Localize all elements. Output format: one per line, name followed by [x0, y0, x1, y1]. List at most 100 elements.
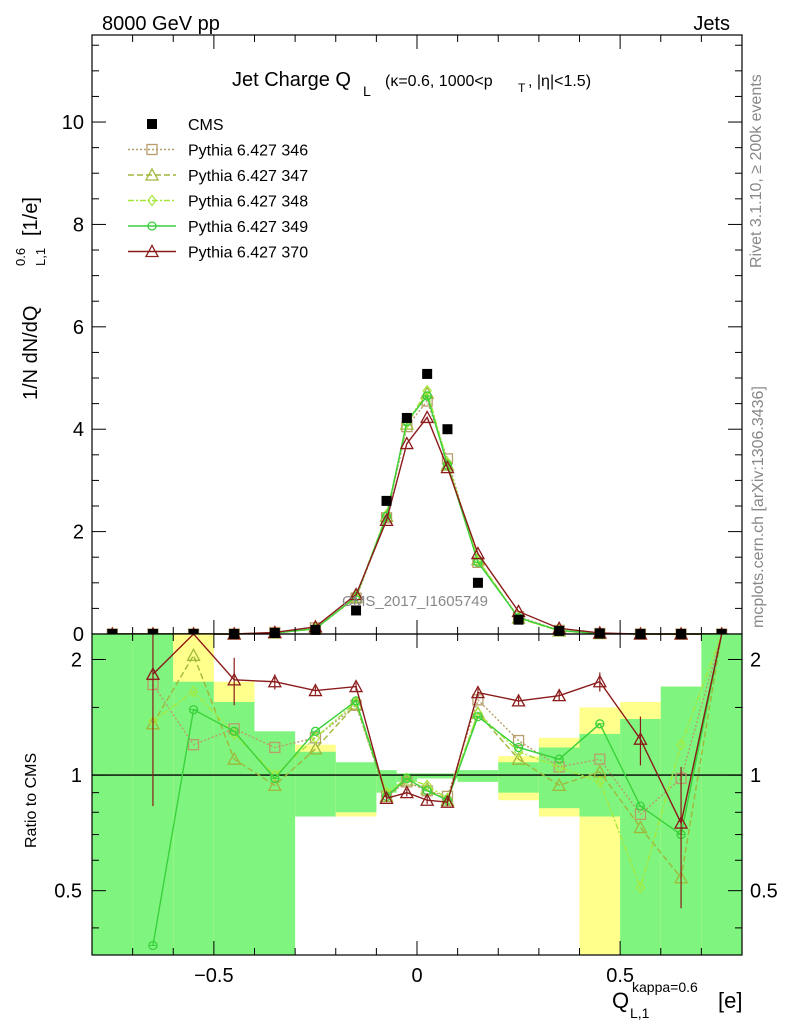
- legend-label-p370: Pythia 6.427 370: [188, 245, 308, 262]
- legend-label-p348: Pythia 6.427 348: [188, 194, 308, 211]
- ratio-y-axis: 0.5 0.5 1 1 2 2: [54, 649, 778, 929]
- series-point-p370: [348, 587, 364, 601]
- header-left: 8000 GeV pp: [102, 13, 220, 35]
- ratio-point-p347: [267, 778, 282, 792]
- main-y-tick-label: 10: [62, 112, 84, 134]
- main-y-tick-label: 8: [73, 214, 84, 236]
- chart-title-end: , |η|<1.5): [528, 73, 591, 90]
- x-axis-label: Q kappa=0.6 L,1 [e]: [612, 979, 742, 1021]
- ratio-point-p348: [635, 881, 646, 894]
- stat-band-segment: [335, 762, 377, 813]
- ratio-x-axis: −0.5 0 0.5: [91, 634, 743, 987]
- cms-data-point: [422, 368, 433, 379]
- ratio-x-tick-label: 0: [411, 965, 422, 987]
- series-point-p370: [440, 460, 455, 474]
- ratio-y-tick-label: 2: [71, 649, 82, 671]
- main-y-label-unit: [1/e]: [20, 197, 42, 236]
- mcplots-label: mcplots.cern.ch [arXiv:1306.3436]: [750, 386, 767, 628]
- main-y-tick-label: 4: [73, 419, 84, 441]
- x-label-text: Q: [612, 988, 629, 1013]
- legend-marker-p346: [146, 143, 158, 156]
- ratio-point-p347: [633, 820, 648, 834]
- ratio-point-p370: [308, 683, 323, 697]
- rivet-version-label: Rivet 3.1.10, ≥ 200k events: [748, 74, 765, 268]
- ratio-y-axis-label: Ratio to CMS: [23, 753, 40, 848]
- stat-band-segment: [701, 634, 742, 955]
- chart-title-rest: (κ=0.6, 1000<p: [385, 73, 493, 90]
- stat-band-segment: [417, 773, 438, 779]
- stat-band-segment: [92, 634, 133, 955]
- main-y-axis-label: 1/N dN/dQ 0.6 L,1 [1/e]: [13, 197, 48, 400]
- cms-data-point: [513, 614, 524, 625]
- stat-band-segment: [376, 770, 397, 793]
- ratio-point-p370: [470, 685, 486, 699]
- main-x-axis-ticks: [91, 35, 743, 634]
- ratio-point-p347: [227, 751, 242, 765]
- ratio-x-tick-label: 0.5: [606, 965, 634, 987]
- ratio-point-p346: [512, 734, 525, 747]
- ratio-y-tick-label: 0.5: [54, 881, 82, 903]
- ratio-point-p370: [420, 792, 435, 806]
- series-point-p370: [379, 512, 394, 526]
- ratio-uncertainty-bands: [92, 634, 742, 955]
- ratio-point-p348: [676, 738, 686, 751]
- chart-title-main: Jet Charge Q: [232, 69, 351, 91]
- stat-band-segment: [173, 681, 214, 955]
- stat-band-segment: [538, 747, 580, 809]
- ratio-point-p348: [229, 727, 239, 740]
- legend: CMS Pythia 6.427 346 Pythia 6.427 347 Pythi…: [128, 117, 308, 262]
- main-y-label-text: 1/N dN/dQ: [20, 306, 42, 400]
- x-label-unit: [e]: [718, 988, 742, 1013]
- series-point-p370: [420, 410, 435, 424]
- series-point-p370: [399, 436, 414, 450]
- chart-title-sub: L: [363, 83, 371, 99]
- main-y-tick-label: 6: [73, 317, 84, 339]
- header-right: Jets: [693, 13, 730, 35]
- legend-marker-cms: [147, 119, 157, 129]
- ratio-point-p370: [379, 790, 394, 804]
- ratio-point-p347: [186, 647, 201, 662]
- ratio-point-p348: [351, 696, 361, 708]
- stat-band-segment: [213, 701, 255, 955]
- cms-data-point: [442, 424, 453, 435]
- ratio-point-p346: [634, 808, 647, 821]
- ratio-point-p347: [511, 751, 526, 765]
- main-y-label-sup: 0.6: [13, 248, 28, 266]
- ratio-point-p370: [227, 672, 242, 686]
- x-label-sup: kappa=0.6: [632, 979, 698, 995]
- ratio-point-p370: [348, 679, 364, 693]
- main-y-tick-label: 0: [73, 624, 84, 646]
- ratio-point-p348: [402, 772, 412, 785]
- ratio-point-p348: [595, 775, 605, 788]
- ratio-point-p370: [633, 731, 648, 745]
- ratio-point-p347: [308, 741, 323, 755]
- ratio-point-p370: [552, 688, 567, 702]
- ratio-point-p348: [554, 760, 564, 773]
- ratio-line-p347: [152, 633, 723, 880]
- stat-band-segment: [295, 751, 336, 817]
- ratio-point-p347: [552, 778, 567, 792]
- series-point-p348: [351, 591, 361, 604]
- legend-label-p346: Pythia 6.427 346: [188, 143, 308, 160]
- ratio-point-p348: [188, 685, 199, 698]
- analysis-watermark: CMS_2017_I1605749: [342, 593, 488, 610]
- ratio-point-p370: [592, 674, 607, 688]
- legend-marker-p370: [144, 244, 160, 258]
- ratio-y-tick-label-right: 2: [750, 649, 761, 671]
- chart-title: Jet Charge Q: [232, 69, 351, 91]
- stat-band-segment: [498, 762, 539, 793]
- ratio-point-p348: [310, 731, 321, 744]
- ratio-point-p370: [673, 815, 689, 829]
- ratio-y-tick-label-right: 1: [750, 765, 761, 787]
- cms-data-point: [269, 627, 280, 638]
- legend-marker-p348: [147, 194, 157, 207]
- ratio-point-p346: [269, 741, 281, 754]
- ratio-point-p370: [440, 794, 455, 808]
- ratio-point-p370: [511, 693, 526, 707]
- ratio-point-p346: [594, 753, 606, 765]
- chart-title-pt-sub: T: [518, 81, 526, 95]
- cms-data-point: [401, 412, 412, 423]
- cms-data-point: [554, 625, 565, 636]
- ratio-plot-marks: [145, 632, 723, 951]
